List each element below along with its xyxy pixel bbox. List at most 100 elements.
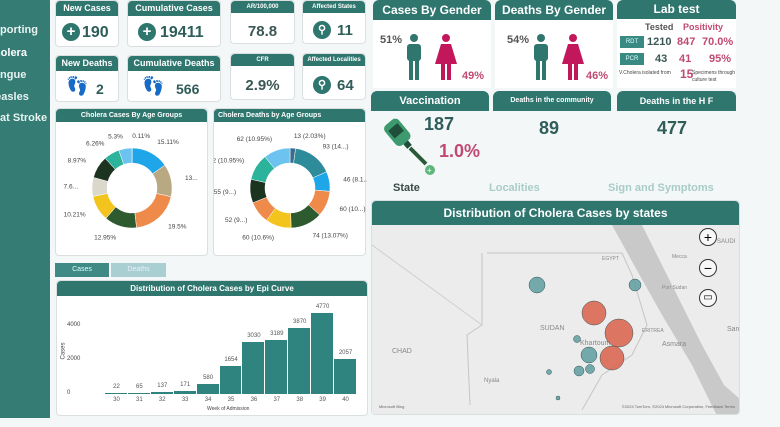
kpi-title: New Deaths xyxy=(56,56,118,71)
kpi-title: Cumulative Deaths xyxy=(128,56,220,71)
epi-bar[interactable] xyxy=(265,339,288,394)
map-bubble[interactable] xyxy=(528,276,546,294)
x-tick-label: 30 xyxy=(113,397,120,403)
epi-bar[interactable] xyxy=(150,391,173,394)
location-pin-icon: ⚲ xyxy=(313,76,331,94)
kpi-cfr: CFR 2.9% xyxy=(230,53,295,100)
kpi-affected-localities: Affected Localities ⚲ 64 xyxy=(302,53,366,100)
map-canvas[interactable]: SUDAN CHAD Khartoum Nyala Asmara ERITREA… xyxy=(372,225,740,415)
sidebar-item-measles[interactable]: Measles xyxy=(0,91,29,103)
map-bubble[interactable] xyxy=(580,346,598,364)
slice-label: 55 (9...) xyxy=(214,189,236,196)
sidebar-item-reporting[interactable]: Reporting xyxy=(0,24,38,36)
sidebar-item-dengue[interactable]: Dengue xyxy=(0,69,27,81)
slice-label: 46 (8.1...) xyxy=(343,176,367,183)
lab-test-title: Lab test xyxy=(617,0,736,19)
bar-value-label: 4770 xyxy=(315,303,330,310)
kpi-value: 64 xyxy=(337,77,354,94)
kpi-value: 2.9% xyxy=(245,77,280,94)
epi-bar[interactable] xyxy=(219,365,242,394)
kpi-title: AR/100,000 xyxy=(231,1,294,13)
tab-deaths[interactable]: Deaths xyxy=(111,263,166,277)
vaccination-value: 187 xyxy=(424,114,455,134)
cases-age-donut: 0.11% 15.11% 13... 19.5% 12.95% 10.21% 7.6... 8… xyxy=(64,133,198,242)
epi-bar[interactable] xyxy=(105,393,127,394)
donut-slice[interactable] xyxy=(264,147,291,169)
slice-label: 15.11% xyxy=(157,139,179,146)
epi-bar[interactable] xyxy=(196,384,219,394)
tab-cases[interactable]: Cases xyxy=(55,263,109,277)
bar-value-label: 65 xyxy=(136,383,143,390)
epi-bar[interactable] xyxy=(127,392,150,394)
kpi-cumulative-cases: Cumulative Cases + 19411 xyxy=(127,0,221,47)
male-icon xyxy=(407,34,421,80)
kpi-title: Affected Localities xyxy=(303,54,365,66)
donut-slice[interactable] xyxy=(134,193,172,229)
vaccination-pct: 1.0% xyxy=(439,141,481,161)
epi-bar[interactable] xyxy=(242,342,265,394)
bar-value-label: 580 xyxy=(203,375,214,382)
svg-text:ERITREA: ERITREA xyxy=(642,328,664,334)
location-pin-icon: ⚲ xyxy=(313,21,331,39)
donut-slice[interactable] xyxy=(293,148,327,179)
map-bubble[interactable] xyxy=(546,369,552,375)
map-bubble[interactable] xyxy=(604,318,634,348)
x-tick-label: 40 xyxy=(342,397,349,403)
lab-test-panel: Tested Positivity RDT 1210 847 70.0% PCR… xyxy=(617,19,736,88)
donut-slice[interactable] xyxy=(118,147,133,165)
cases-by-age-card: Cholera Cases By Age Groups 0.11% 15.11% 1… xyxy=(55,108,208,256)
svg-text:Nyala: Nyala xyxy=(484,378,500,384)
lab-positivity: 70.0% xyxy=(702,36,734,48)
lab-positivity: 95% xyxy=(709,53,732,65)
slice-label: 60 (10...) xyxy=(340,206,366,213)
map-bubble[interactable] xyxy=(599,345,625,371)
kpi-title: Affected States xyxy=(303,1,365,13)
deaths-by-age-card: Cholera Deaths by Age Groups 13 (2.03%) 9… xyxy=(213,108,367,256)
female-pct: 49% xyxy=(462,70,485,82)
epi-bar[interactable] xyxy=(334,359,356,394)
lab-note-pre: V.Cholera isolated from xyxy=(619,70,671,76)
sidebar-item-cholera[interactable]: Cholera xyxy=(0,47,27,59)
lab-note-value: 15 xyxy=(680,67,694,81)
slice-label: 13 (2.03%) xyxy=(294,133,326,140)
bar-value-label: 1654 xyxy=(224,356,238,363)
tab-localities[interactable]: Localities xyxy=(489,182,540,194)
tab-state[interactable]: State xyxy=(393,182,420,194)
epi-bar[interactable] xyxy=(173,391,196,394)
tab-sign-symptoms[interactable]: Sign and Symptoms xyxy=(608,182,714,194)
deaths-age-donut: 13 (2.03%) 93 (14...) 46 (8.1...) 60 (10...… xyxy=(214,133,367,242)
deaths-community-value: 89 xyxy=(539,118,560,138)
map-bubble[interactable] xyxy=(573,335,581,343)
select-area-button[interactable]: ▭ xyxy=(699,289,717,307)
map-bubble[interactable] xyxy=(585,364,595,374)
map-bubble[interactable] xyxy=(573,365,585,377)
map-bubble[interactable] xyxy=(628,278,642,292)
y-tick-label: 4000 xyxy=(67,322,81,328)
map-bubble[interactable] xyxy=(581,300,607,326)
slice-label: 62 (10.95%) xyxy=(214,157,244,164)
y-tick-label: 2000 xyxy=(67,356,81,362)
slice-label: 7.6... xyxy=(64,184,79,191)
y-axis-label: Cases xyxy=(60,342,67,360)
deaths-hf-value: 477 xyxy=(657,118,688,138)
map-attribution[interactable]: ©2024 TomTom, ©2024 Microsoft Corporatio… xyxy=(621,404,735,409)
x-tick-label: 38 xyxy=(296,397,304,403)
lab-row-label: RDT xyxy=(620,36,644,48)
feet-tag-icon: 👣 xyxy=(66,76,89,96)
zoom-out-button[interactable]: − xyxy=(699,259,717,277)
male-pct: 54% xyxy=(507,34,530,46)
epi-bar[interactable] xyxy=(288,328,311,394)
map-title: Distribution of Cholera Cases by states xyxy=(372,201,739,225)
y-tick-label: 0 xyxy=(67,390,71,396)
deaths-community-title: Deaths in the community xyxy=(493,91,611,111)
epi-bar[interactable] xyxy=(311,312,334,394)
x-tick-label: 37 xyxy=(273,397,281,403)
slice-label: 12.95% xyxy=(94,235,116,242)
zoom-in-button[interactable]: + xyxy=(699,228,717,246)
chart-title: Cholera Cases By Age Groups xyxy=(56,109,207,122)
sidebar-item-heat-stroke[interactable]: Heat Stroke xyxy=(0,112,48,124)
bar-value-label: 3030 xyxy=(247,333,261,340)
female-pct: 46% xyxy=(586,70,609,82)
map-bubble[interactable] xyxy=(555,395,561,401)
deaths-hf-title: Deaths in the H F xyxy=(617,91,736,111)
